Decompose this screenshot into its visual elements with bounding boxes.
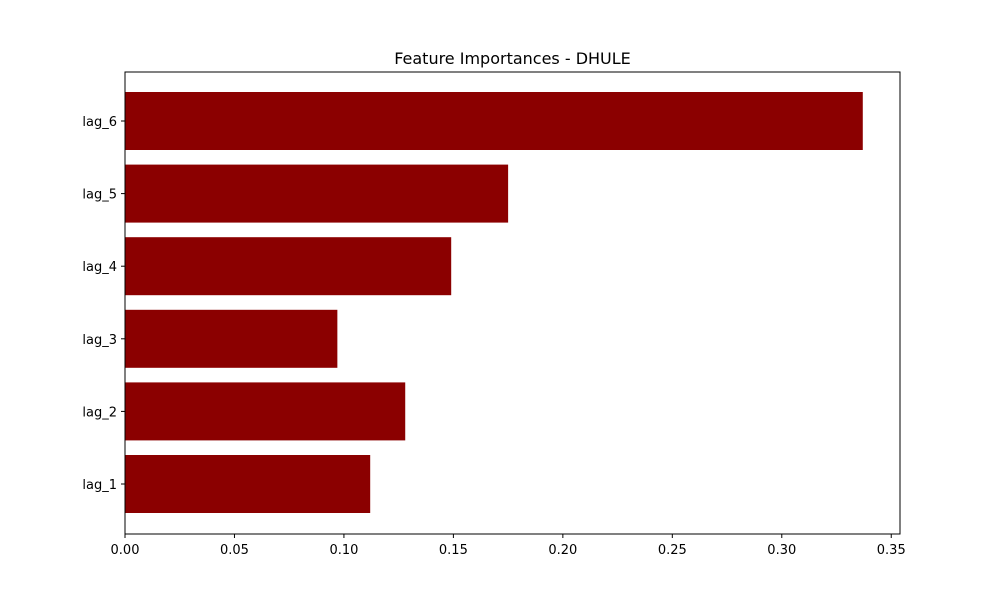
x-tick-label: 0.30 <box>767 543 796 558</box>
x-tick-label: 0.35 <box>877 543 906 558</box>
x-tick-label: 0.15 <box>439 543 468 558</box>
y-tick-label: lag_6 <box>82 115 117 130</box>
bar-lag_1 <box>125 455 371 513</box>
x-tick-label: 0.10 <box>329 543 358 558</box>
x-axis-ticks: 0.00 0.05 0.10 0.15 0.20 0.25 0.30 0.35 <box>111 534 906 558</box>
x-tick-label: 0.25 <box>658 543 687 558</box>
y-tick-label: lag_4 <box>82 260 117 275</box>
y-tick-label: lag_2 <box>82 405 117 420</box>
bars-group <box>125 92 863 513</box>
bar-lag_2 <box>125 382 406 441</box>
plot-frame <box>124 71 901 535</box>
chart-title: Feature Importances - DHULE <box>394 49 631 68</box>
x-tick-label: 0.20 <box>548 543 577 558</box>
x-tick-label: 0.00 <box>111 543 140 558</box>
y-axis-ticks: lag_1 lag_2 lag_3 lag_4 lag_5 lag_6 <box>82 115 125 493</box>
bar-lag_3 <box>125 309 338 368</box>
bar-lag_5 <box>125 164 509 223</box>
x-tick-label: 0.05 <box>220 543 249 558</box>
bar-lag_4 <box>125 237 452 296</box>
y-tick-label: lag_5 <box>82 188 117 203</box>
y-tick-label: lag_3 <box>82 333 117 348</box>
y-tick-label: lag_1 <box>82 478 117 493</box>
bar-lag_6 <box>125 92 863 150</box>
